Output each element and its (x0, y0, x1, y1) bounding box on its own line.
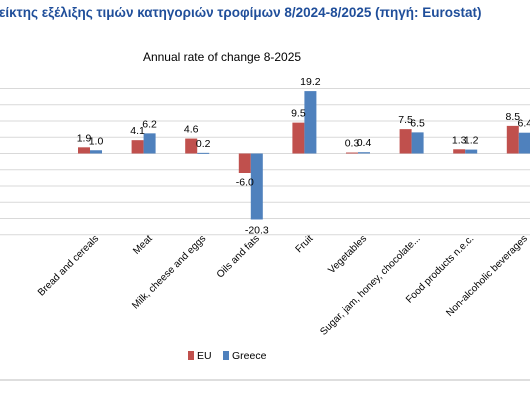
data-label: 0.3 (345, 138, 360, 150)
bars (78, 91, 530, 220)
category-label: Sugar, jam, honey, chocolate... (318, 233, 422, 337)
data-label: -20.3 (245, 224, 269, 236)
header-title: είκτης εξέλιξης τιμών κατηγοριών τροφίμω… (0, 5, 482, 20)
category-label: Fruit (294, 233, 316, 255)
bar-greece (143, 133, 156, 154)
data-label: 6.5 (410, 117, 425, 129)
legend-label: EU (197, 350, 212, 362)
bar-greece (304, 91, 317, 154)
data-label: 19.2 (300, 76, 321, 88)
gridlines (0, 88, 530, 236)
bar-eu (185, 138, 198, 154)
bar-eu (131, 140, 144, 154)
data-label: 7.5 (398, 114, 413, 126)
data-label: 0.4 (357, 137, 372, 149)
bar-greece (250, 153, 263, 220)
data-label: 6.2 (142, 118, 157, 130)
data-label: 6.4 (517, 118, 530, 130)
data-label: 4.1 (130, 125, 145, 137)
category-label: Oils and fats (215, 233, 262, 280)
legend-swatch (188, 351, 194, 360)
bar-greece (411, 132, 424, 154)
bar-eu (346, 152, 358, 154)
legend-label: Greece (232, 350, 267, 362)
bar-eu (292, 122, 305, 154)
bar-eu (453, 149, 466, 154)
bar-eu (78, 147, 90, 154)
legend: EU Greece (188, 350, 267, 362)
data-label: 0.2 (196, 138, 211, 150)
data-label: 1.3 (452, 134, 467, 146)
bar-greece (465, 149, 478, 154)
category-label: Meat (131, 233, 155, 257)
bar-eu (399, 129, 412, 154)
data-label: 9.5 (291, 108, 306, 120)
data-label: 1.2 (464, 135, 479, 147)
bar-eu (238, 153, 251, 173)
bar-eu (506, 125, 519, 154)
legend-swatch (223, 351, 229, 360)
category-label: Vegetables (326, 233, 369, 276)
bar-greece (518, 132, 530, 154)
data-label: 1.9 (77, 132, 92, 144)
bar-greece (197, 152, 210, 154)
data-label: 8.5 (505, 111, 520, 123)
data-label: 4.6 (184, 124, 199, 136)
category-label: Bread and cereals (36, 233, 101, 298)
data-label: -6.0 (236, 177, 254, 189)
bar-greece (358, 152, 370, 154)
data-labels: 1.9 4.1 4.6 -6.0 9.5 0.3 7.5 1.3 8.5 1.0 6.2 0.2 -20… (77, 76, 530, 236)
bar-greece (90, 150, 102, 154)
data-label: 1.0 (89, 135, 104, 147)
chart-title: Annual rate of change 8-2025 (143, 50, 301, 64)
